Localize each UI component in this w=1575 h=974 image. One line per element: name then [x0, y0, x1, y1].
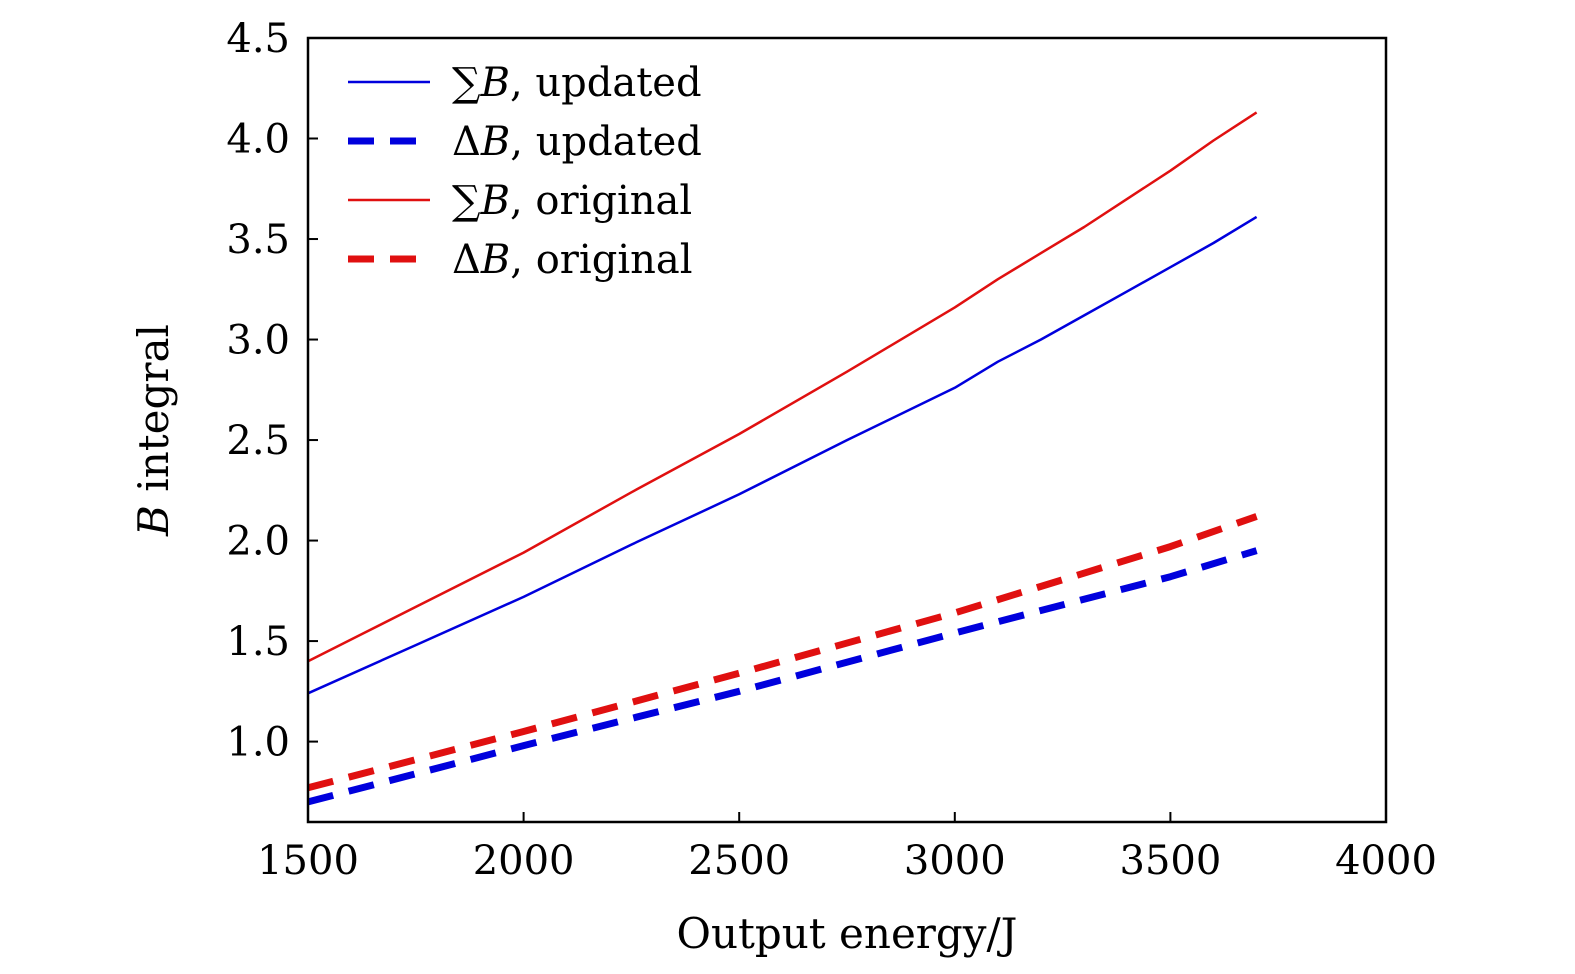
- x-tick-label: 2500: [688, 838, 790, 884]
- x-tick-label: 3000: [904, 838, 1006, 884]
- series-line-3: [307, 513, 1258, 792]
- legend-label-3: ΔB, original: [452, 237, 693, 283]
- plot-frame: [306, 36, 1388, 824]
- x-axis-ticks: 1500 2000 2500 3000 3500 4000: [257, 812, 1437, 884]
- y-axis-title-text: integral: [129, 324, 178, 505]
- y-tick-label: 4.5: [226, 16, 290, 62]
- y-tick-label: 3.0: [226, 318, 290, 364]
- series-line-0: [307, 215, 1258, 695]
- y-tick-label: 3.5: [226, 217, 290, 263]
- y-tick-label: 1.5: [226, 619, 290, 665]
- x-tick-label: 3500: [1120, 838, 1222, 884]
- y-axis-ticks: 1.0 1.5 2.0 2.5 3.0 3.5 4.0 4.5: [226, 16, 318, 766]
- series-line-2: [307, 111, 1258, 663]
- y-tick-label: 2.5: [226, 418, 290, 464]
- legend-label-0: ∑B, updated: [452, 60, 702, 106]
- y-axis-title-var: B: [129, 505, 178, 537]
- series-line-1: [307, 547, 1258, 806]
- x-tick-label: 1500: [257, 838, 359, 884]
- y-tick-label: 4.0: [226, 117, 290, 163]
- legend-label-2: ∑B, original: [452, 178, 692, 224]
- legend-label-1: ΔB, updated: [452, 119, 702, 165]
- plot-lines: [307, 111, 1258, 806]
- x-axis-title: Output energy/J: [677, 909, 1018, 958]
- y-tick-label: 2.0: [226, 519, 290, 565]
- x-tick-label: 2000: [473, 838, 575, 884]
- legend: ∑B, updated ΔB, updated ∑B, original ΔB, or…: [348, 60, 702, 283]
- y-tick-label: 1.0: [226, 720, 290, 766]
- y-axis-title: B integral: [129, 324, 178, 537]
- x-tick-label: 4000: [1335, 838, 1437, 884]
